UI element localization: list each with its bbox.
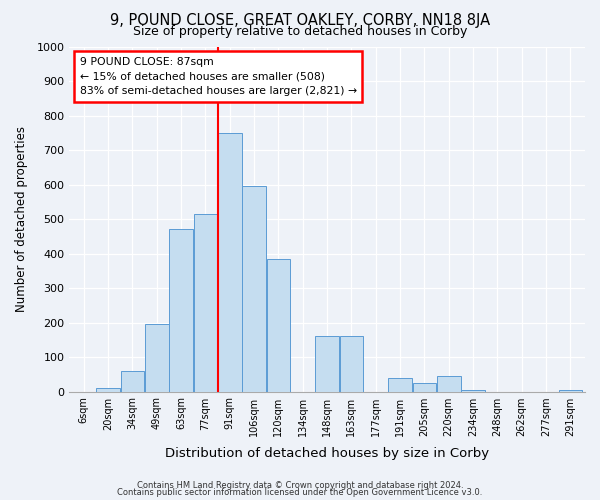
Bar [266,258,290,392]
Bar [169,230,193,392]
Bar [315,336,339,392]
Text: Contains HM Land Registry data © Crown copyright and database right 2024.: Contains HM Land Registry data © Crown c… [137,480,463,490]
Bar [97,388,120,392]
Text: Contains public sector information licensed under the Open Government Licence v3: Contains public sector information licen… [118,488,482,497]
Bar [559,390,582,392]
Bar [461,390,485,392]
Bar [145,324,169,392]
Y-axis label: Number of detached properties: Number of detached properties [15,126,28,312]
Text: Size of property relative to detached houses in Corby: Size of property relative to detached ho… [133,25,467,38]
Bar [121,371,144,392]
Text: 9 POUND CLOSE: 87sqm
← 15% of detached houses are smaller (508)
83% of semi-deta: 9 POUND CLOSE: 87sqm ← 15% of detached h… [80,57,356,96]
Bar [437,376,461,392]
Bar [218,133,242,392]
X-axis label: Distribution of detached houses by size in Corby: Distribution of detached houses by size … [165,447,489,460]
Bar [194,214,217,392]
Text: 9, POUND CLOSE, GREAT OAKLEY, CORBY, NN18 8JA: 9, POUND CLOSE, GREAT OAKLEY, CORBY, NN1… [110,12,490,28]
Bar [242,186,266,392]
Bar [388,378,412,392]
Bar [413,383,436,392]
Bar [340,336,363,392]
